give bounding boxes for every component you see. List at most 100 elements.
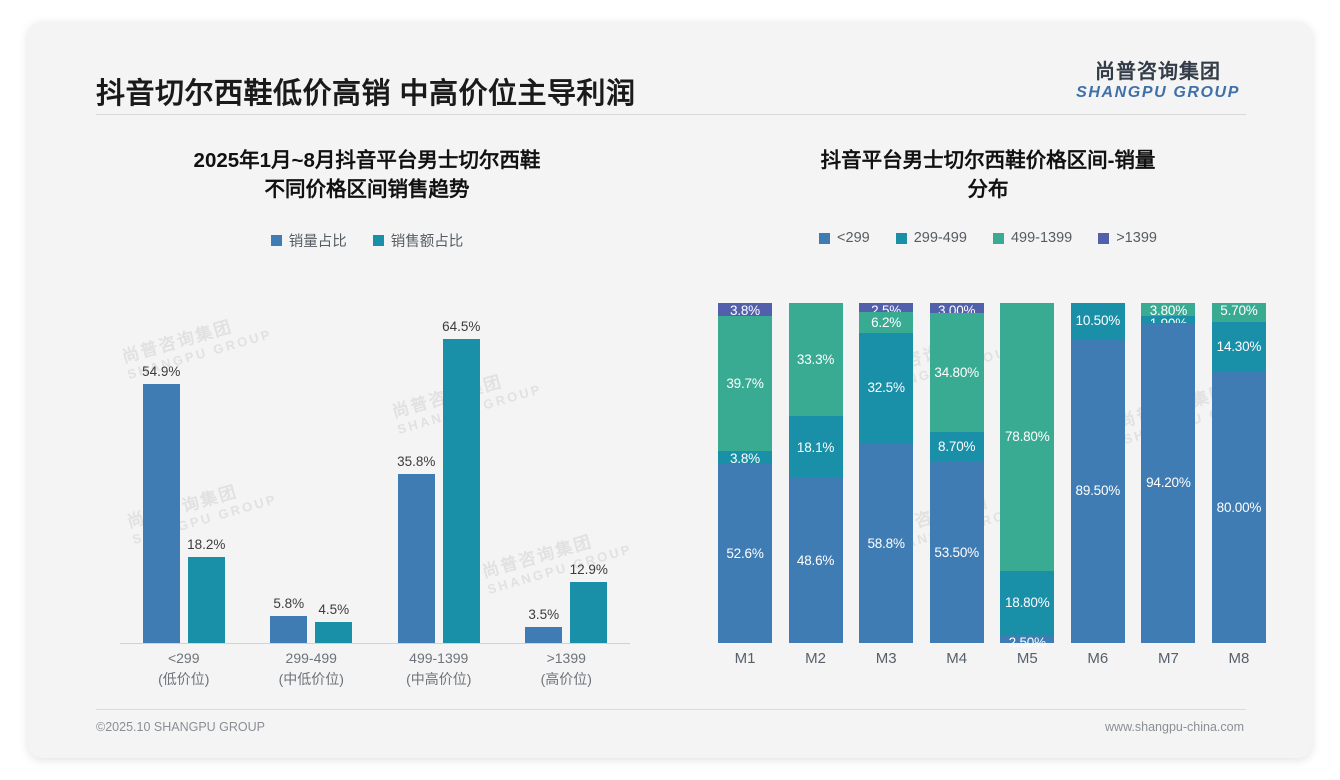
bar-item[interactable]: 64.5%: [442, 319, 480, 643]
segment-value-label: 18.1%: [796, 439, 835, 455]
stacked-bar-segment[interactable]: 94.20%: [1141, 322, 1196, 643]
stacked-bar-segment[interactable]: 2.5%: [859, 303, 914, 318]
bar-rect[interactable]: [142, 384, 180, 643]
x-axis-tick-label: 499-1399 (中高价位): [379, 648, 499, 698]
stacked-bar-column[interactable]: 78.80% 18.80% 2.50%: [1000, 303, 1055, 650]
bar-group: 54.9% 18.2%: [142, 364, 225, 643]
header-divider: [96, 114, 1246, 115]
legend-label: >1399: [1116, 230, 1157, 247]
chart-left-x-labels: <299 (低价位) 299-499 (中低价位) 499-1399 (中高价位) >139…: [120, 648, 630, 698]
stacked-bar-segment[interactable]: 52.6%: [718, 464, 772, 643]
legend-label: 299-499: [913, 230, 967, 247]
bar-rect[interactable]: [442, 338, 480, 643]
x-axis-tick-primary: 299-499: [285, 650, 337, 666]
legend-swatch-icon: [372, 235, 384, 247]
bar-rect[interactable]: [187, 557, 225, 643]
stacked-bar-segment[interactable]: 5.70%: [1211, 303, 1266, 323]
bar-item[interactable]: 18.2%: [187, 537, 225, 643]
legend-item-499-1399[interactable]: 499-1399: [992, 230, 1072, 246]
x-axis-tick-label: M8: [1228, 650, 1250, 667]
stacked-bar-segment[interactable]: 53.50%: [929, 461, 984, 643]
stacked-bar-segment[interactable]: 3.00%: [929, 303, 984, 318]
stacked-bar-segment[interactable]: 10.50%: [1070, 303, 1125, 339]
chart-left-x-axis: [120, 643, 630, 644]
stacked-bar-segment[interactable]: 33.3%: [788, 303, 843, 417]
stacked-bar-segment[interactable]: 80.00%: [1211, 371, 1266, 643]
chart-panel-left: 2025年1月~8月抖音平台男士切尔西鞋 不同价格区间销售趋势 销量占比 销售额…: [62, 126, 672, 706]
stacked-bar-segment[interactable]: 89.50%: [1070, 338, 1125, 643]
bar-item[interactable]: 12.9%: [570, 562, 608, 643]
stacked-bar-segment[interactable]: 39.7%: [718, 316, 772, 452]
bar-group: 5.8% 4.5%: [270, 596, 353, 643]
legend-swatch-icon: [819, 232, 831, 244]
bar-rect[interactable]: [315, 621, 353, 643]
legend-item-sales-volume[interactable]: 销量占比: [270, 230, 347, 251]
stacked-bar-segment[interactable]: 78.80%: [1000, 303, 1055, 571]
legend-item-299-499[interactable]: 299-499: [895, 230, 967, 247]
stacked-bar-column[interactable]: 3.80%1.90%94.20%: [1141, 303, 1196, 643]
bar-rect[interactable]: [397, 474, 435, 643]
legend-swatch-icon: [992, 232, 1004, 244]
stacked-bar-column[interactable]: 5.70% 14.30% 80.00%: [1211, 303, 1266, 643]
segment-value-label: 8.70%: [938, 438, 976, 454]
footer-website: www.shangpu-china.com: [1105, 720, 1244, 734]
bar-item[interactable]: 5.8%: [270, 596, 308, 643]
segment-value-label: 58.8%: [867, 535, 905, 551]
bar-rect[interactable]: [270, 615, 308, 643]
stacked-bar-segment[interactable]: 32.5%: [859, 332, 914, 444]
legend-label: <299: [837, 230, 870, 247]
stacked-bar-segment[interactable]: 2.50%: [1000, 634, 1055, 650]
bar-item[interactable]: 54.9%: [142, 364, 180, 643]
bar-item[interactable]: 3.5%: [525, 607, 563, 643]
stacked-bar-segment[interactable]: 34.80%: [929, 313, 984, 432]
stacked-bar-column[interactable]: 3.8% 39.7% 3.8% 52.6%: [718, 303, 772, 643]
x-axis-tick-label: M5: [1016, 650, 1038, 667]
brand-logo-en: SHANGPU GROUP: [1076, 84, 1240, 101]
stacked-bar-segment[interactable]: 6.2%: [859, 311, 914, 333]
stacked-bar-segment[interactable]: 58.8%: [859, 443, 914, 643]
page-title: 抖音切尔西鞋低价高销 中高价位主导利润: [96, 78, 636, 110]
bar-item[interactable]: 4.5%: [315, 602, 353, 643]
segment-value-label: 80.00%: [1216, 499, 1262, 515]
segment-value-label: 5.70%: [1220, 303, 1258, 319]
stacked-bar-segment[interactable]: 48.6%: [788, 477, 843, 643]
bar-value-label: 18.2%: [187, 537, 226, 553]
x-axis-tick-primary: >1399: [546, 650, 586, 666]
bar-item[interactable]: 35.8%: [397, 454, 435, 643]
legend-item->1399[interactable]: >1399: [1098, 230, 1157, 246]
bar-rect[interactable]: [525, 626, 563, 643]
chart-right-stacked-bars: 3.8% 39.7% 3.8% 52.6% 33.3% 18.1% 48.6% 2.5% 6.2…: [718, 303, 1266, 650]
segment-value-label: 33.3%: [796, 352, 835, 368]
stacked-bar-segment[interactable]: 3.80%: [1141, 303, 1196, 318]
stacked-bar-column[interactable]: 2.5% 6.2% 32.5% 58.8%: [859, 303, 914, 643]
chart-left-legend: 销量占比 销售额占比: [62, 230, 672, 251]
bar-value-label: 5.8%: [273, 595, 305, 611]
stacked-bar-segment[interactable]: 8.70%: [929, 431, 984, 462]
stacked-bar-column[interactable]: 10.50% 89.50%: [1070, 303, 1125, 643]
stacked-bar-column[interactable]: 33.3% 18.1% 48.6%: [788, 303, 843, 643]
stacked-bar-segment[interactable]: 18.1%: [788, 416, 843, 478]
segment-value-label: 52.6%: [726, 546, 764, 562]
legend-swatch-icon: [270, 235, 282, 247]
segment-value-label: 18.80%: [1004, 595, 1050, 611]
legend-item-sales-amount[interactable]: 销售额占比: [372, 230, 463, 251]
stacked-bar-segment[interactable]: 18.80%: [1000, 570, 1055, 635]
x-axis-tick-label: >1399 (高价位): [506, 648, 626, 698]
segment-value-label: 3.8%: [730, 303, 760, 319]
stacked-bar-column[interactable]: 3.00% 34.80% 8.70% 53.50%: [929, 303, 984, 643]
slide-canvas: 抖音切尔西鞋低价高销 中高价位主导利润 尚普咨询集团 SHANGPU GROUP…: [28, 22, 1312, 758]
x-axis-tick-secondary: (中高价位): [406, 671, 472, 687]
x-axis-tick-label: M4: [946, 650, 968, 667]
stacked-bar-segment[interactable]: 3.8%: [718, 303, 772, 319]
stacked-bar-segment[interactable]: 3.8%: [718, 451, 772, 466]
segment-value-label: 89.50%: [1075, 483, 1121, 499]
bar-rect[interactable]: [570, 582, 608, 643]
stacked-bar-segment[interactable]: 14.30%: [1211, 322, 1266, 371]
legend-item-<299[interactable]: <299: [819, 230, 870, 246]
legend-swatch-icon: [895, 232, 907, 244]
brand-logo: 尚普咨询集团 SHANGPU GROUP: [1076, 62, 1240, 102]
x-axis-tick-label: M2: [805, 650, 826, 667]
segment-value-label: 34.80%: [934, 364, 979, 380]
segment-value-label: 48.6%: [796, 552, 835, 568]
